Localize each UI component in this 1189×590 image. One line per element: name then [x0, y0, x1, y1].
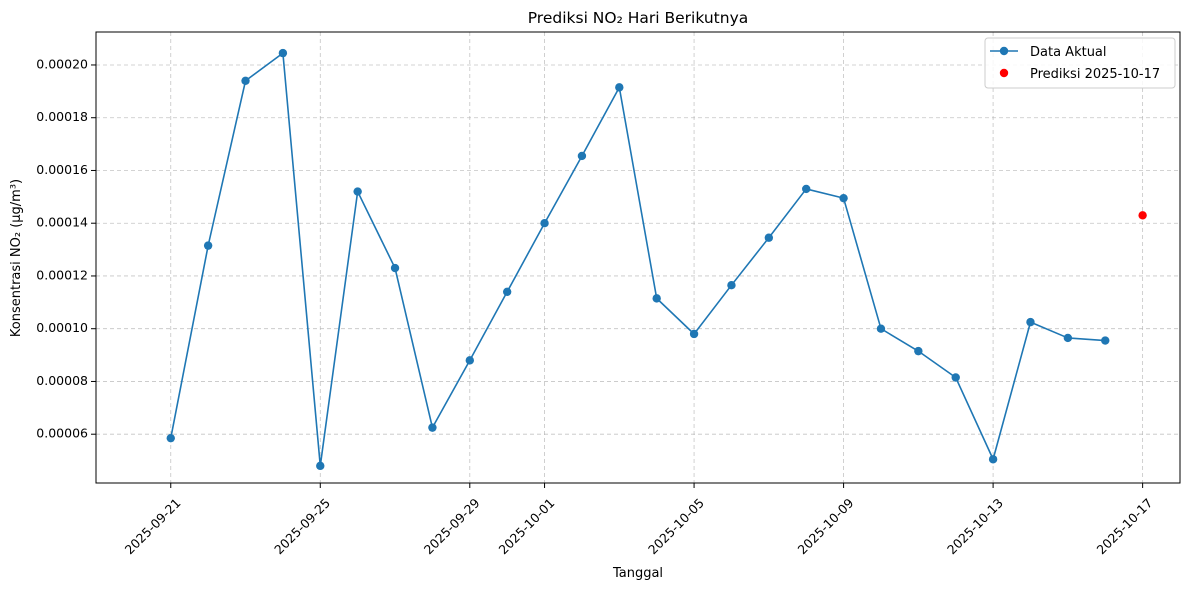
actual-data-point	[465, 356, 474, 365]
legend-marker-prediction	[999, 68, 1009, 78]
actual-data-point	[802, 184, 811, 194]
actual-data-point	[876, 324, 886, 333]
actual-data-point	[241, 76, 250, 85]
actual-data-point	[839, 193, 848, 203]
actual-data-point	[1101, 336, 1110, 345]
y-tick-label: 0.00006	[36, 426, 88, 441]
actual-data-point	[203, 241, 213, 250]
y-tick-label: 0.00020	[36, 56, 88, 71]
legend: Data Aktual Prediksi 2025-10-17	[984, 37, 1176, 89]
chart-title: Prediksi NO₂ Hari Berikutnya	[528, 9, 749, 27]
actual-data-point	[764, 233, 774, 242]
legend-label-prediction: Prediksi 2025-10-17	[1030, 67, 1160, 82]
y-axis-ticks: 0.00006 0.00008 0.00010 0.00012 0.00014 0.000…	[36, 56, 96, 441]
y-tick-label: 0.00012	[36, 267, 88, 282]
actual-data-point	[502, 287, 512, 296]
actual-data-point	[988, 455, 998, 464]
y-tick-label: 0.00008	[36, 373, 88, 388]
legend-marker-actual	[999, 46, 1009, 56]
plot-area-frame	[95, 31, 1181, 484]
actual-data-point	[316, 461, 325, 471]
actual-data-point	[540, 219, 549, 228]
actual-data-point	[1063, 333, 1073, 343]
actual-data-point	[353, 187, 362, 196]
actual-data-point	[914, 346, 923, 356]
actual-data-point	[652, 294, 661, 303]
actual-data-point	[689, 329, 699, 339]
y-axis-title: Konsentrasi NO₂ (µg/m³)	[9, 179, 24, 337]
actual-data-point	[278, 48, 288, 58]
x-axis-title: Tanggal	[612, 566, 663, 581]
actual-data-point	[166, 433, 175, 443]
y-tick-label: 0.00010	[36, 320, 88, 335]
actual-data-point	[428, 423, 437, 432]
actual-data-point	[727, 280, 736, 290]
y-tick-label: 0.00014	[36, 215, 88, 230]
y-tick-label: 0.00016	[36, 162, 88, 177]
actual-data-point	[390, 263, 400, 273]
actual-data-point	[951, 373, 960, 382]
prediction-point	[1138, 211, 1147, 220]
actual-data-point	[577, 151, 587, 161]
legend-label-actual: Data Aktual	[1030, 45, 1107, 60]
legend-box	[984, 37, 1176, 89]
actual-data-point	[615, 83, 624, 92]
data-series	[166, 48, 1147, 471]
series-line-0	[169, 52, 1106, 467]
y-tick-label: 0.00018	[36, 109, 88, 124]
actual-data-point	[1026, 317, 1035, 327]
